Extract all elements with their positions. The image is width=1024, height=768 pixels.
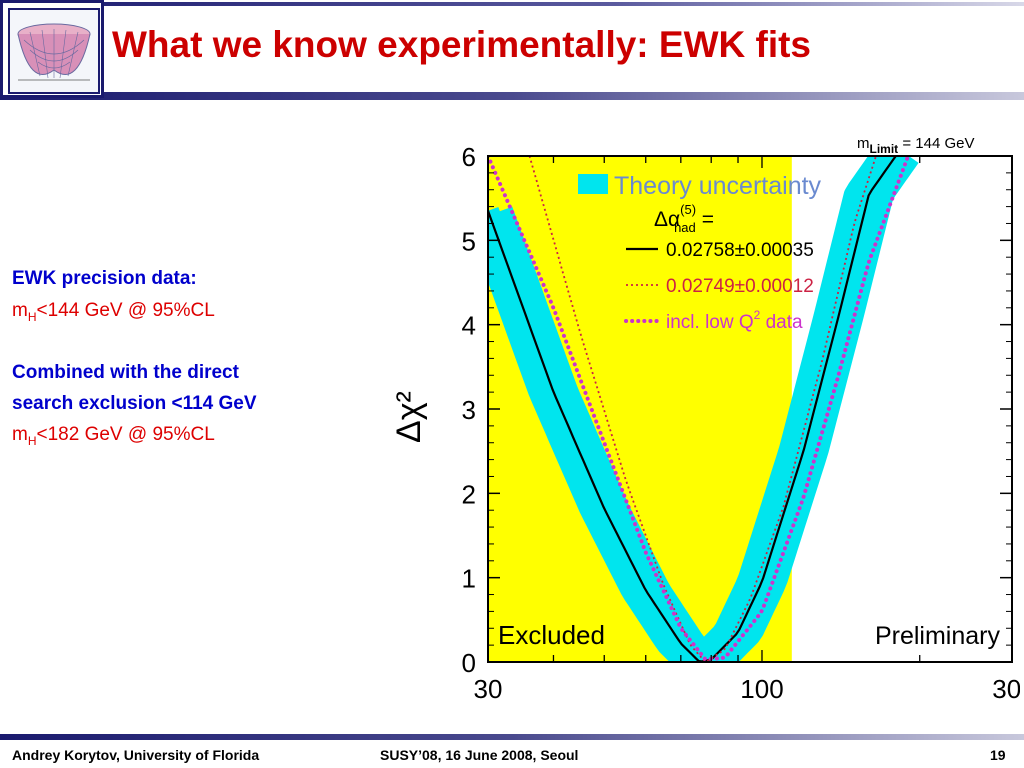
y-tick-label: 2 <box>462 479 476 509</box>
combined-heading-line2: search exclusion <114 GeV <box>12 393 257 414</box>
footer-stripe <box>0 734 1024 740</box>
mh-subscript: H <box>27 433 37 448</box>
header-bottom-stripe <box>0 92 1024 100</box>
delta-chi2-plot: 0 1 2 3 4 5 6 30 100 300 Δχ² Excluded Preliminary mL… <box>390 135 1020 704</box>
x-tick-label: 300 <box>992 674 1020 704</box>
x-tick-label: 30 <box>474 674 503 704</box>
y-tick-label: 5 <box>462 226 476 256</box>
excluded-label: Excluded <box>498 620 605 650</box>
legend-entry-text: 0.02749±0.00012 <box>666 276 814 297</box>
mh-limit-text: <182 GeV @ 95%CL <box>36 424 215 445</box>
y-tick-label: 0 <box>462 648 476 678</box>
y-tick-label: 6 <box>462 142 476 172</box>
mh-limit-ewk: mH<144 GeV @ 95%CL <box>12 300 215 324</box>
potential-bowl-icon <box>17 23 91 81</box>
mlimit-label: mLimit = 144 GeV <box>857 135 974 156</box>
footer-conference: SUSY’08, 16 June 2008, Seoul <box>380 747 579 763</box>
logo <box>0 0 104 98</box>
legend-alpha-label: Δα(5) had = <box>654 202 714 235</box>
logo-inner <box>8 8 100 94</box>
mh-limit-combined: mH<182 GeV @ 95%CL <box>12 424 215 448</box>
chi2-curve-solid <box>488 156 897 662</box>
legend-entry-text: 0.02758±0.00035 <box>666 240 814 261</box>
legend-theory-text: Theory uncertainty <box>614 172 822 200</box>
legend-band-swatch <box>578 174 608 194</box>
y-axis-label: Δχ² <box>390 391 428 443</box>
y-tick-label: 3 <box>462 395 476 425</box>
mh-symbol: m <box>12 300 28 321</box>
mh-symbol: m <box>12 424 28 445</box>
chi2-curve-dotted <box>528 156 877 662</box>
y-tick-label: 1 <box>462 564 476 594</box>
page-number: 19 <box>990 747 1006 763</box>
mh-subscript: H <box>27 309 37 324</box>
header-top-stripe <box>0 2 1024 6</box>
mh-limit-text: <144 GeV @ 95%CL <box>36 300 215 321</box>
y-tick-label: 4 <box>462 311 476 341</box>
footer-author: Andrey Korytov, University of Florida <box>12 747 260 763</box>
x-tick-label: 100 <box>740 674 783 704</box>
combined-heading-line1: Combined with the direct <box>12 362 239 383</box>
slide-title: What we know experimentally: EWK fits <box>112 24 812 65</box>
header-bar: What we know experimentally: EWK fits <box>0 0 1024 100</box>
chi2-curve-dots <box>488 156 911 662</box>
ewk-precision-heading: EWK precision data: <box>12 268 197 289</box>
legend-entry-text: incl. low Q2 data <box>666 308 803 333</box>
preliminary-label: Preliminary <box>875 622 1001 650</box>
